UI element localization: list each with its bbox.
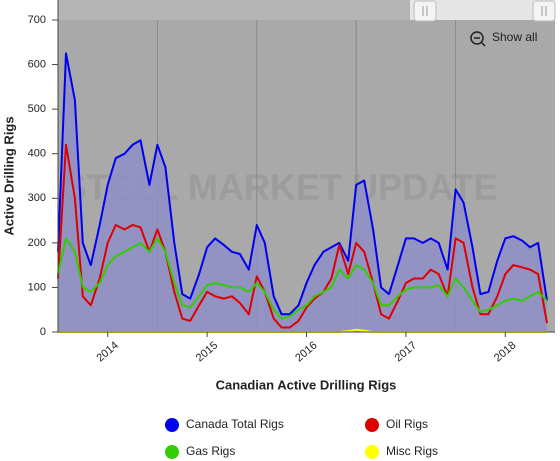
- x-tick-label: 2016: [293, 339, 319, 364]
- legend-item[interactable]: Oil Rigs: [365, 417, 428, 432]
- legend-item[interactable]: Gas Rigs: [165, 444, 235, 459]
- legend-swatch: [365, 418, 379, 432]
- y-tick-label: 300: [28, 192, 46, 204]
- series-line: [57, 52, 548, 316]
- series-line: [57, 237, 548, 320]
- x-axis-title: Canadian Active Drilling Rigs: [216, 377, 397, 392]
- legend-swatch: [365, 445, 379, 459]
- navigator-track: [58, 0, 410, 20]
- y-tick-label: 0: [40, 326, 46, 338]
- zoom-icon: [470, 31, 484, 45]
- legend-label: Misc Rigs: [386, 444, 438, 458]
- zoom-icon: [480, 41, 486, 47]
- legend-swatch: [165, 418, 179, 432]
- navigator-window[interactable]: [410, 0, 555, 20]
- navigator-handle[interactable]: [532, 0, 556, 22]
- y-tick-label: 600: [28, 58, 46, 70]
- x-tick-label: 2018: [492, 339, 518, 364]
- show-all-label[interactable]: Show all: [492, 30, 537, 44]
- legend-label: Canada Total Rigs: [186, 417, 284, 431]
- plot-layer: [57, 20, 548, 333]
- y-tick-label: 500: [28, 103, 46, 115]
- x-tick-label: 2015: [194, 339, 220, 364]
- series-area: [58, 53, 547, 333]
- legend-label: Oil Rigs: [386, 417, 428, 431]
- y-tick-label: 200: [28, 237, 46, 249]
- y-axis-label: Active Drilling Rigs: [1, 116, 16, 235]
- legend-swatch: [165, 445, 179, 459]
- y-tick-label: 700: [28, 14, 46, 26]
- x-tick-label: 2014: [94, 339, 120, 364]
- navigator-handle[interactable]: [413, 0, 437, 22]
- y-tick-label: 100: [28, 281, 46, 293]
- x-tick-label: 2017: [393, 339, 419, 364]
- legend-item[interactable]: Misc Rigs: [365, 444, 438, 459]
- legend-item[interactable]: Canada Total Rigs: [165, 417, 284, 432]
- show-all-button[interactable]: Show all: [470, 30, 537, 47]
- y-tick-label: 400: [28, 148, 46, 160]
- legend-label: Gas Rigs: [186, 444, 235, 458]
- series-line: [57, 143, 548, 329]
